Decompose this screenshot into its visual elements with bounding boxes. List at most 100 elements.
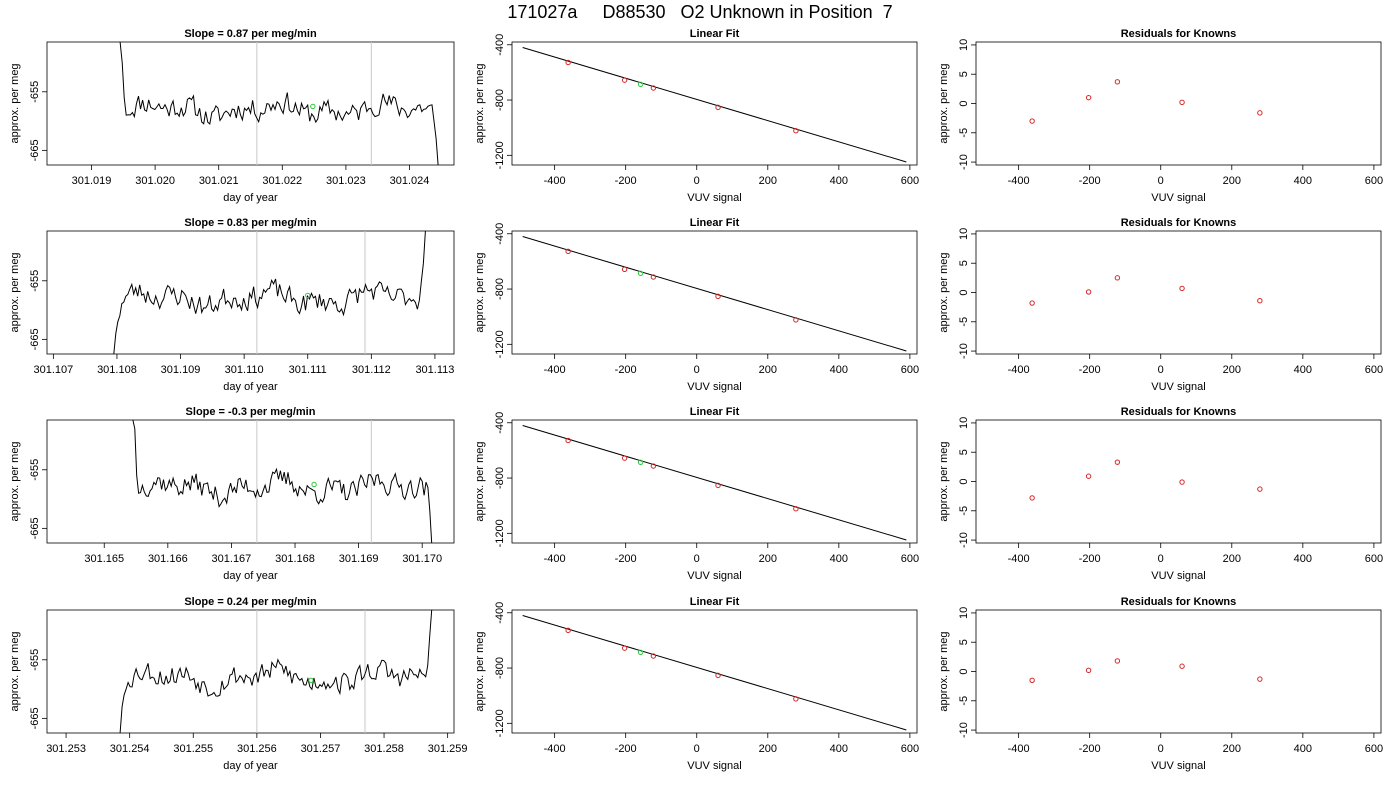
y-axis-label: approx. per meg	[938, 252, 950, 332]
y-tick-label: -400	[494, 412, 506, 434]
known-point	[793, 128, 799, 134]
known-point	[1179, 479, 1185, 485]
y-tick-label: 10	[958, 417, 970, 429]
x-tick-label: 301.109	[161, 364, 201, 376]
known-point	[650, 653, 657, 659]
y-tick-label: 10	[958, 39, 970, 51]
x-tick-label: 301.254	[110, 743, 150, 755]
known-point	[1179, 285, 1185, 292]
y-tick-label: -10	[958, 722, 970, 738]
y-tick-label: -800	[494, 278, 506, 300]
x-tick-label: 200	[759, 175, 777, 187]
x-tick-label: 0	[694, 553, 700, 565]
panel-r3c2: Linear Fit -400 -200 0 200 400 600 -400 -800 -120…	[474, 406, 919, 582]
y-tick-label: -1200	[494, 519, 506, 547]
x-tick-label: 301.107	[33, 364, 73, 376]
known-point	[565, 437, 571, 444]
plot-area	[522, 615, 907, 731]
known-point	[565, 248, 571, 255]
y-axis-label: approx. per meg	[474, 63, 486, 143]
y-tick-label: -665	[29, 328, 41, 350]
y-tick-label: 10	[958, 228, 970, 240]
y-tick-label: 5	[958, 260, 970, 266]
x-tick-label: -200	[1079, 175, 1101, 187]
x-tick-label: 200	[1223, 175, 1241, 187]
known-point	[621, 455, 628, 461]
known-point	[1257, 298, 1263, 304]
known-point	[1114, 79, 1121, 85]
known-point	[1085, 94, 1092, 101]
panel-r4c2: Linear Fit -400 -200 0 200 400 600 -400 -800 -120…	[474, 596, 919, 772]
y-axis-label: approx. per meg	[474, 252, 486, 332]
x-tick-label: 301.168	[275, 553, 315, 565]
x-tick-label: 400	[1294, 175, 1312, 187]
x-tick-label: 400	[1294, 553, 1312, 565]
x-tick-label: 301.023	[326, 175, 366, 187]
y-axis-label: approx. per meg	[9, 441, 21, 521]
y-tick-label: 0	[958, 668, 970, 674]
unknown-point	[637, 459, 644, 465]
x-tick-label: 200	[759, 553, 777, 565]
panel-r4c3: Residuals for Knowns -400 -200 0 200 400 600 -1…	[938, 596, 1383, 772]
x-tick-label: 301.253	[46, 743, 86, 755]
fit-line	[522, 425, 907, 541]
x-tick-label: 301.110	[225, 364, 264, 376]
x-tick-label: 600	[901, 364, 919, 376]
known-point	[1029, 118, 1035, 124]
y-tick-label: 0	[958, 478, 970, 484]
x-axis-label: VUV signal	[1151, 381, 1205, 393]
y-axis-label: approx. per meg	[938, 631, 950, 711]
x-tick-label: -200	[615, 553, 637, 565]
known-point	[1257, 110, 1263, 116]
x-tick-label: 600	[901, 553, 919, 565]
unknown-mean-point	[311, 481, 317, 488]
y-tick-label: -10	[958, 532, 970, 548]
x-tick-label: 301.257	[301, 743, 341, 755]
x-tick-label: 301.021	[199, 175, 239, 187]
panel-title: Residuals for Knowns	[1121, 28, 1237, 40]
known-point	[715, 104, 721, 111]
x-tick-label: 600	[1365, 364, 1383, 376]
panel-r2c2: Linear Fit -400 -200 0 200 400 600 -400 -800 -120…	[474, 217, 919, 393]
panel-r2c3: Residuals for Knowns -400 -200 0 200 400 600 -1…	[938, 217, 1383, 393]
x-tick-label: 301.258	[364, 743, 404, 755]
plot-area	[132, 420, 433, 543]
panel-title: Linear Fit	[690, 406, 740, 418]
panel-title: Slope = 0.24 per meg/min	[184, 596, 317, 608]
y-tick-label: -400	[494, 223, 506, 245]
x-tick-label: 301.020	[135, 175, 175, 187]
y-tick-label: 10	[958, 607, 970, 619]
x-tick-label: 400	[830, 175, 848, 187]
known-point	[1257, 486, 1263, 492]
panel-title: Slope = 0.87 per meg/min	[184, 28, 317, 40]
y-tick-label: 5	[958, 71, 970, 77]
unknown-mean-point	[305, 292, 311, 299]
y-tick-label: -665	[29, 517, 41, 539]
x-tick-label: 301.022	[262, 175, 302, 187]
x-tick-label: 301.019	[72, 175, 112, 187]
y-tick-label: -5	[958, 128, 970, 138]
y-tick-label: -1200	[494, 141, 506, 169]
plot-area	[119, 42, 439, 165]
x-tick-label: 301.112	[352, 364, 391, 376]
x-tick-label: 400	[830, 553, 848, 565]
y-tick-label: -1200	[494, 330, 506, 358]
plot-frame	[46, 419, 455, 544]
x-tick-label: -200	[615, 175, 637, 187]
y-tick-label: -5	[958, 506, 970, 516]
x-tick-label: -400	[1008, 364, 1030, 376]
x-tick-label: 301.113	[415, 364, 454, 376]
fit-line	[522, 47, 907, 163]
x-tick-label: 600	[901, 743, 919, 755]
x-tick-label: 200	[1223, 364, 1241, 376]
x-tick-label: -200	[1079, 364, 1101, 376]
plot-area	[522, 425, 907, 541]
y-axis-label: approx. per meg	[9, 631, 21, 711]
known-point	[1085, 289, 1092, 295]
x-axis-label: VUV signal	[1151, 760, 1205, 772]
x-tick-label: 301.111	[289, 364, 327, 376]
known-point	[1114, 459, 1121, 465]
y-tick-label: -655	[29, 270, 41, 292]
